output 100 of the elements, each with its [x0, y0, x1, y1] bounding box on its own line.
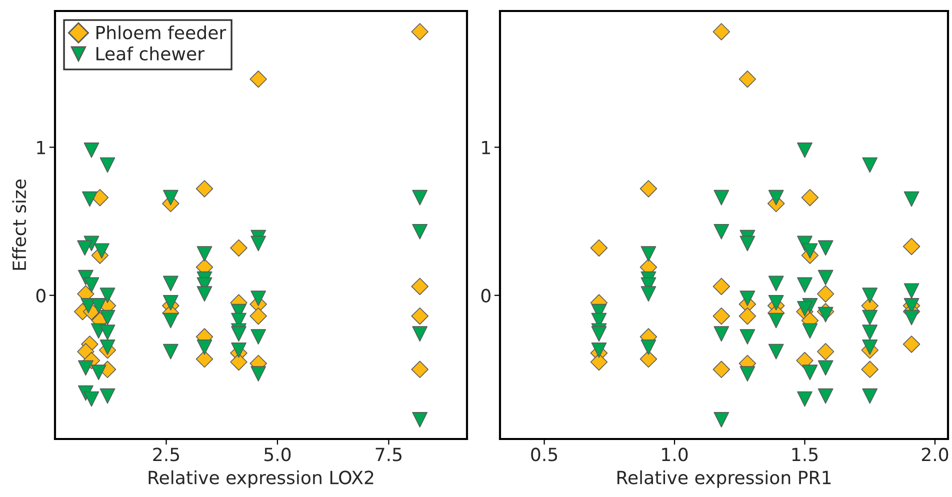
- point: [82, 191, 98, 207]
- point: [740, 236, 756, 252]
- point: [861, 360, 878, 378]
- point: [250, 236, 266, 252]
- point: [640, 350, 658, 368]
- legend-label: Phloem feeder: [96, 25, 226, 40]
- point: [816, 285, 834, 302]
- point: [768, 295, 784, 310]
- x-tick-label: 5.0: [264, 448, 291, 462]
- point: [78, 360, 94, 376]
- point: [90, 364, 106, 380]
- point: [231, 342, 246, 358]
- point: [801, 188, 819, 206]
- point: [902, 336, 920, 353]
- point: [162, 190, 178, 206]
- y-axis-title: Effect size: [12, 179, 26, 270]
- x-tick-label: 0.5: [531, 448, 558, 462]
- point: [640, 286, 656, 302]
- point: [84, 277, 100, 293]
- point: [590, 239, 608, 257]
- point: [250, 329, 266, 345]
- point: [862, 388, 878, 404]
- point: [100, 157, 116, 173]
- point: [818, 388, 834, 404]
- point: [412, 412, 428, 428]
- point: [90, 298, 106, 314]
- point: [162, 276, 178, 292]
- y-tick-label: 1: [482, 140, 490, 154]
- x-axis-title: Relative expression LOX2: [148, 470, 374, 488]
- point: [100, 324, 116, 340]
- point: [712, 307, 730, 325]
- point: [640, 180, 658, 198]
- point: [818, 360, 834, 376]
- point: [230, 239, 248, 257]
- point: [412, 224, 428, 240]
- point: [162, 295, 178, 310]
- point: [231, 326, 246, 342]
- y-tick-label: 1: [37, 140, 45, 154]
- point: [591, 342, 607, 358]
- point: [84, 391, 100, 407]
- point: [714, 326, 730, 342]
- point: [100, 288, 116, 304]
- point: [77, 240, 93, 256]
- point: [904, 191, 920, 207]
- point: [196, 339, 212, 355]
- point: [740, 366, 756, 382]
- point: [250, 366, 266, 382]
- point: [714, 412, 730, 428]
- y-tick-label: 0: [481, 288, 490, 302]
- point: [904, 283, 920, 299]
- x-tick-label: 1.5: [792, 448, 818, 462]
- x-tick-label: 7.5: [376, 448, 402, 462]
- point: [714, 190, 730, 206]
- point: [797, 300, 812, 316]
- point: [738, 70, 756, 88]
- point: [100, 310, 116, 326]
- point: [712, 23, 730, 40]
- point: [250, 70, 267, 88]
- point: [797, 142, 812, 158]
- point: [230, 353, 248, 371]
- point: [100, 388, 116, 404]
- point: [797, 391, 812, 407]
- point: [818, 270, 834, 286]
- point: [862, 339, 878, 355]
- point: [162, 312, 178, 328]
- point: [862, 157, 878, 173]
- point: [100, 339, 116, 355]
- point: [818, 306, 834, 322]
- point: [862, 288, 878, 304]
- point: [802, 364, 818, 380]
- point: [768, 190, 784, 206]
- point: [411, 23, 428, 40]
- point: [714, 224, 730, 240]
- point: [802, 323, 818, 339]
- point: [411, 360, 428, 378]
- point: [196, 350, 214, 368]
- point: [738, 307, 756, 325]
- point: [768, 276, 784, 292]
- point: [411, 278, 428, 296]
- point: [91, 188, 109, 206]
- point: [904, 310, 920, 326]
- point: [862, 324, 878, 340]
- point: [768, 312, 784, 328]
- point: [250, 307, 267, 325]
- point: [94, 243, 110, 259]
- point: [196, 286, 212, 302]
- point: [818, 240, 834, 256]
- point: [816, 342, 834, 360]
- point: [640, 339, 656, 355]
- point: [740, 329, 756, 345]
- legend-label: Leaf chewer: [96, 46, 205, 61]
- x-tick-label: 2.5: [153, 448, 180, 462]
- point: [802, 243, 818, 259]
- point: [902, 238, 920, 256]
- point: [712, 360, 730, 378]
- point: [590, 353, 608, 371]
- point: [862, 310, 878, 326]
- x-tick-label: 1.0: [662, 448, 688, 462]
- point: [412, 190, 428, 206]
- y-tick-label: 0: [36, 288, 46, 302]
